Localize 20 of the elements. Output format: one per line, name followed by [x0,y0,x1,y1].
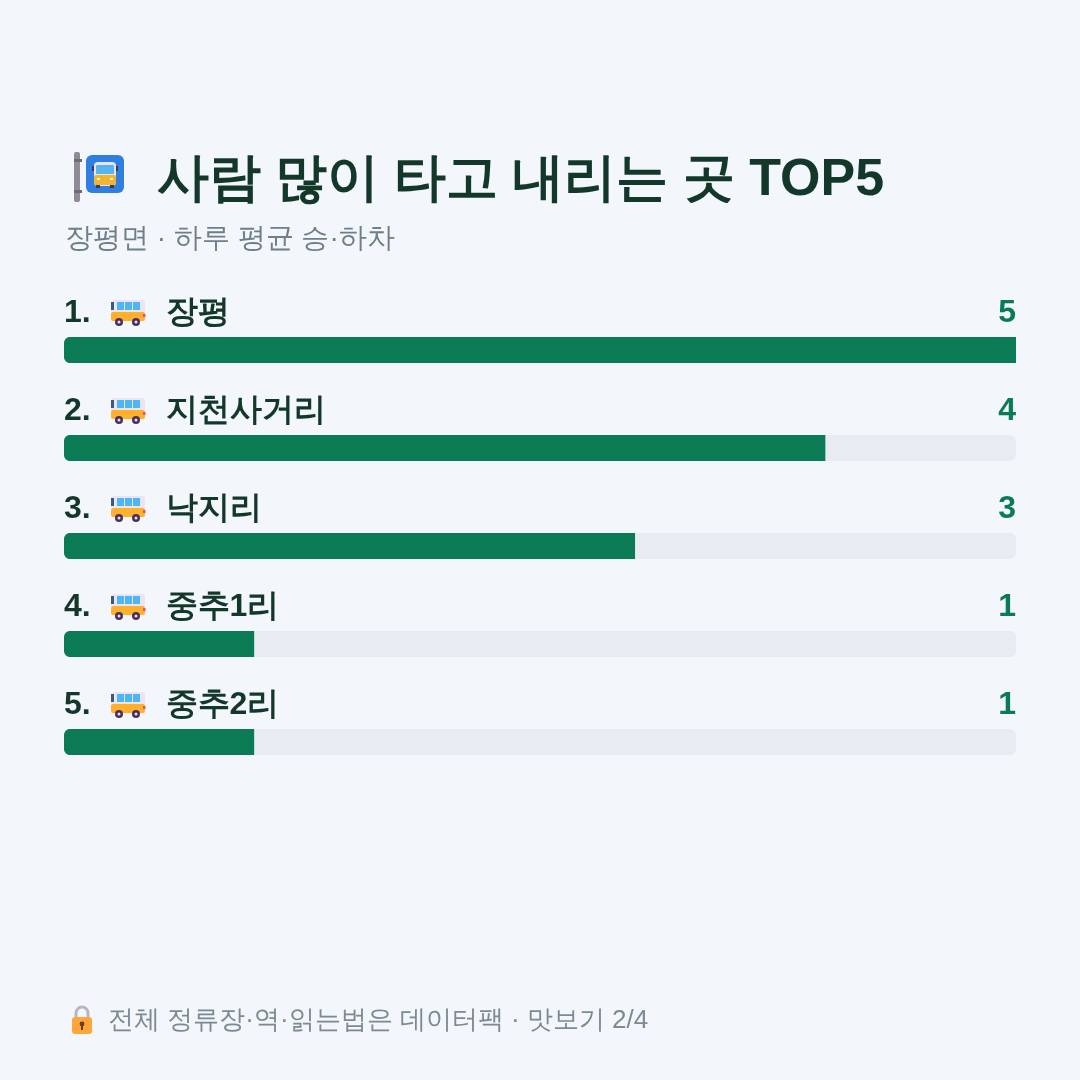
annotation: 1. [64,293,91,329]
data-label: 4 [998,391,1017,427]
y-tick-label: 중추2리 [165,685,280,721]
data-label: 1 [998,685,1016,721]
bar [64,631,255,657]
annotation: 2. [64,391,91,427]
text: 전체 정류장·역·읽는법은 데이터팩 · 맛보기 2/4 [108,1003,649,1036]
data-label: 1 [998,587,1016,623]
y-tick-label: 낙지리 [165,489,262,525]
bar [64,729,255,755]
annotation: 3. [64,489,91,525]
y-tick-label: 중추1리 [165,587,280,623]
chart-title: 사람 많이 타고 내리는 곳 TOP5 [157,148,885,206]
data-label: 3 [998,489,1016,525]
data-label: 5 [998,293,1016,329]
y-tick-label: 지천사거리 [165,391,326,427]
annotation: 5. [64,685,91,721]
annotation: 4. [64,587,91,623]
y-tick-label: 장평 [165,293,230,329]
chart-subtitle: 장평면 · 하루 평균 승·하차 [65,222,395,253]
